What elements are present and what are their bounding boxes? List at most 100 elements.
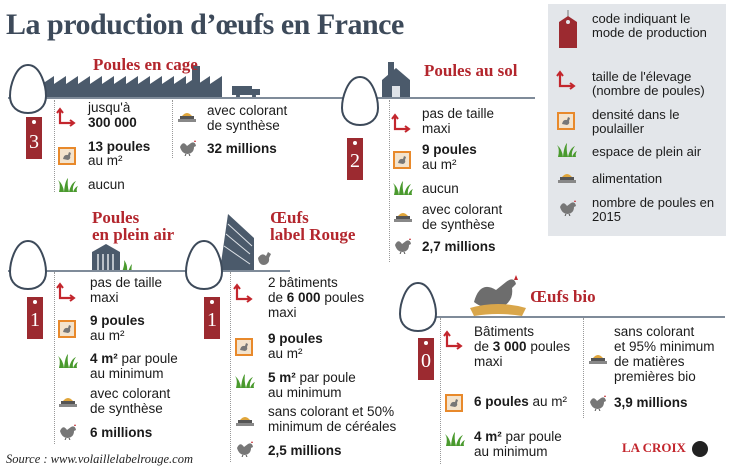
cage-count-icon <box>177 138 199 156</box>
cage-food-a: avec colorant <box>207 103 288 118</box>
label-rouge-density-b: au m² <box>268 346 303 361</box>
plein-air-density-icon <box>57 319 77 339</box>
cage-size-b: 300 000 <box>88 115 137 130</box>
plein-air-title-a: Poules <box>92 208 140 227</box>
plein-air-egg-icon <box>8 234 48 296</box>
plein-air-size-b: maxi <box>90 290 119 305</box>
bio-size-a: Bâtiments <box>474 324 535 339</box>
bio-outdoor-icon <box>444 431 466 447</box>
cage-count: 32 millions <box>207 141 277 156</box>
plein-air-food-b: de synthèse <box>90 401 163 416</box>
bio-title: Œufs bio <box>530 287 596 306</box>
coop-illustration <box>220 214 271 270</box>
bio-divider-2 <box>583 318 584 418</box>
plein-air-outdoor-a: 4 m² <box>90 351 118 366</box>
sol-egg-icon <box>340 70 380 132</box>
label-rouge-density-icon <box>234 337 254 357</box>
label-rouge-count-icon <box>234 439 256 457</box>
sol-size-b: maxi <box>422 121 451 136</box>
cage-size-icon <box>56 107 76 127</box>
bio-density-a: 6 poules <box>474 394 529 409</box>
label-rouge-food-icon <box>234 412 256 428</box>
cage-code-tag <box>26 117 42 159</box>
sol-code: 2 <box>350 150 360 172</box>
cage-outdoor-icon <box>57 177 79 193</box>
sol-size-icon <box>391 113 411 133</box>
source-footer: Source : www.volaillelabelrouge.com <box>6 452 193 466</box>
plein-air-size-icon <box>56 282 76 302</box>
plein-air-density-b: au m² <box>90 328 125 343</box>
bio-egg-icon <box>398 276 438 338</box>
bio-food-c: de matières <box>614 354 685 369</box>
bio-code: 0 <box>421 350 431 372</box>
outdoor-shed-illustration <box>92 244 132 272</box>
plein-air-title-b: en plein air <box>92 225 175 244</box>
bio-food-d: premières bio <box>614 369 696 384</box>
cage-outdoor: aucun <box>88 177 125 192</box>
tag-icon <box>559 10 577 48</box>
label-rouge-outdoor-icon <box>234 373 256 389</box>
legend-panel <box>548 4 726 236</box>
cage-title: Poules en cage <box>93 55 198 74</box>
bio-baseline <box>400 316 725 318</box>
plein-air-count-icon <box>57 422 79 440</box>
sol-outdoor: aucun <box>422 181 459 196</box>
label-rouge-size-a: 2 bâtiments <box>268 275 338 290</box>
sol-code-tag <box>347 138 363 180</box>
bio-count-icon <box>587 393 609 411</box>
sol-density-a: 9 poules <box>422 142 477 157</box>
bio-size-icon <box>443 330 463 350</box>
label-rouge-outdoor-a2: par poule <box>295 370 356 385</box>
sol-food-a: avec colorant <box>422 202 503 217</box>
bio-code-tag <box>418 338 434 380</box>
label-rouge-size-b1: de <box>268 290 287 305</box>
sol-count: 2,7 millions <box>422 239 496 254</box>
bio-size-b3: poules <box>526 339 571 354</box>
label-rouge-title-b: label Rouge <box>270 225 356 244</box>
sol-density-icon <box>392 150 412 170</box>
label-rouge-egg-icon <box>184 234 224 296</box>
plein-air-density-a: 9 poules <box>90 313 145 328</box>
cage-density-b: au m² <box>88 153 123 168</box>
label-rouge-food-a: sans colorant et 50% <box>268 404 395 419</box>
label-rouge-code: 1 <box>207 309 217 331</box>
bio-density-b: au m² <box>528 394 568 409</box>
legend-size-text: taille de l'élevage (nombre de poules) <box>592 69 705 98</box>
label-rouge-density-a: 9 poules <box>268 331 323 346</box>
grass-icon <box>556 142 578 158</box>
bio-outdoor-a2: par poule <box>501 429 562 444</box>
label-rouge-size-b3: poules <box>320 290 365 305</box>
label-rouge-count: 2,5 millions <box>268 443 342 458</box>
plein-air-outdoor-b: au minimum <box>90 366 164 381</box>
logo-text: LA CROIX <box>622 440 686 455</box>
bio-food-a: sans colorant <box>614 324 695 339</box>
cage-baseline <box>8 97 340 99</box>
plein-air-food-icon <box>57 393 79 409</box>
bio-outdoor-a: 4 m² <box>474 429 502 444</box>
plein-air-code: 1 <box>30 309 40 331</box>
sol-food-icon <box>392 208 414 224</box>
cage-size-a: jusqu'à <box>88 100 131 115</box>
cage-divider-2 <box>172 100 173 158</box>
hen-nest-illustration <box>470 275 526 316</box>
bio-divider-1 <box>440 318 441 464</box>
bio-size-b2: 3 000 <box>492 339 527 354</box>
bio-size-c: maxi <box>474 354 503 369</box>
legend-outdoor-text: espace de plein air <box>592 144 702 159</box>
bio-size-b1: de <box>474 339 493 354</box>
plein-air-baseline <box>8 270 180 272</box>
label-rouge-size-b2: 6 000 <box>286 290 321 305</box>
cage-food-b: de synthèse <box>207 118 280 133</box>
label-rouge-divider <box>230 272 231 462</box>
cage-density-icon <box>57 146 77 166</box>
bio-density-icon <box>444 393 464 413</box>
barn-illustration <box>382 62 410 98</box>
label-rouge-outdoor-b: au minimum <box>268 385 342 400</box>
density-icon <box>556 111 576 131</box>
label-rouge-size-c: maxi <box>268 305 297 320</box>
bio-food-icon <box>587 350 609 366</box>
legend-count-text: nombre de poules en 2015 <box>592 195 715 224</box>
bio-food-b: et 95% minimum <box>614 339 715 354</box>
label-rouge-outdoor-a: 5 m² <box>268 370 296 385</box>
food-icon <box>556 169 578 185</box>
